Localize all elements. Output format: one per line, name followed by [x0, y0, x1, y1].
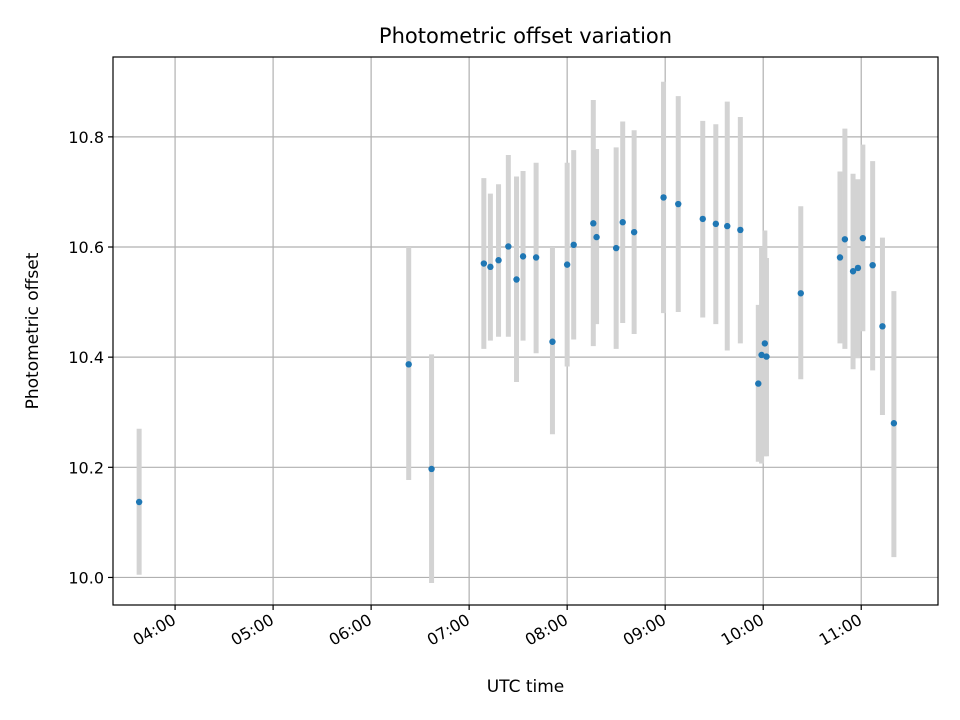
data-point: [519, 253, 527, 260]
data-point: [712, 220, 720, 228]
data-point: [761, 340, 769, 347]
data-point: [405, 361, 412, 368]
y-tick-label: 10.4: [68, 348, 104, 367]
data-point: [590, 220, 597, 227]
data-point: [660, 194, 667, 201]
data-point: [859, 234, 867, 242]
data-point: [495, 257, 502, 264]
data-point: [563, 261, 571, 268]
data-point: [737, 226, 744, 234]
x-axis-label: UTC time: [487, 677, 565, 697]
data-point: [612, 244, 620, 252]
data-point: [763, 353, 770, 360]
y-tick-label: 10.2: [68, 458, 104, 477]
data-point: [532, 254, 540, 261]
data-point: [755, 380, 762, 387]
plot-frame: [112, 56, 939, 606]
data-point: [841, 236, 849, 243]
data-point: [593, 233, 600, 241]
data-point: [758, 351, 765, 359]
y-axis-label: Photometric offset: [23, 252, 43, 409]
data-point: [619, 219, 626, 226]
data-point: [849, 268, 857, 275]
chart-title: Photometric offset variation: [379, 24, 672, 48]
data-point: [505, 243, 512, 250]
data-point: [630, 228, 638, 236]
data-point: [570, 241, 577, 249]
data-point: [724, 222, 731, 230]
data-point: [428, 465, 435, 473]
data-point: [480, 260, 488, 267]
data-point: [135, 498, 143, 506]
y-tick-label: 10.6: [68, 238, 104, 257]
data-point: [869, 261, 876, 269]
data-point: [675, 200, 682, 208]
data-points: [135, 194, 898, 506]
y-tick-label: 10.8: [68, 128, 104, 147]
data-point: [879, 323, 886, 330]
data-point: [487, 263, 494, 271]
data-point: [549, 338, 556, 345]
data-point: [797, 290, 804, 297]
data-point: [836, 254, 844, 261]
data-point: [854, 264, 862, 272]
data-point: [890, 420, 898, 427]
y-tick-label: 10.0: [68, 568, 104, 587]
data-point: [513, 276, 520, 283]
data-point: [699, 215, 706, 223]
